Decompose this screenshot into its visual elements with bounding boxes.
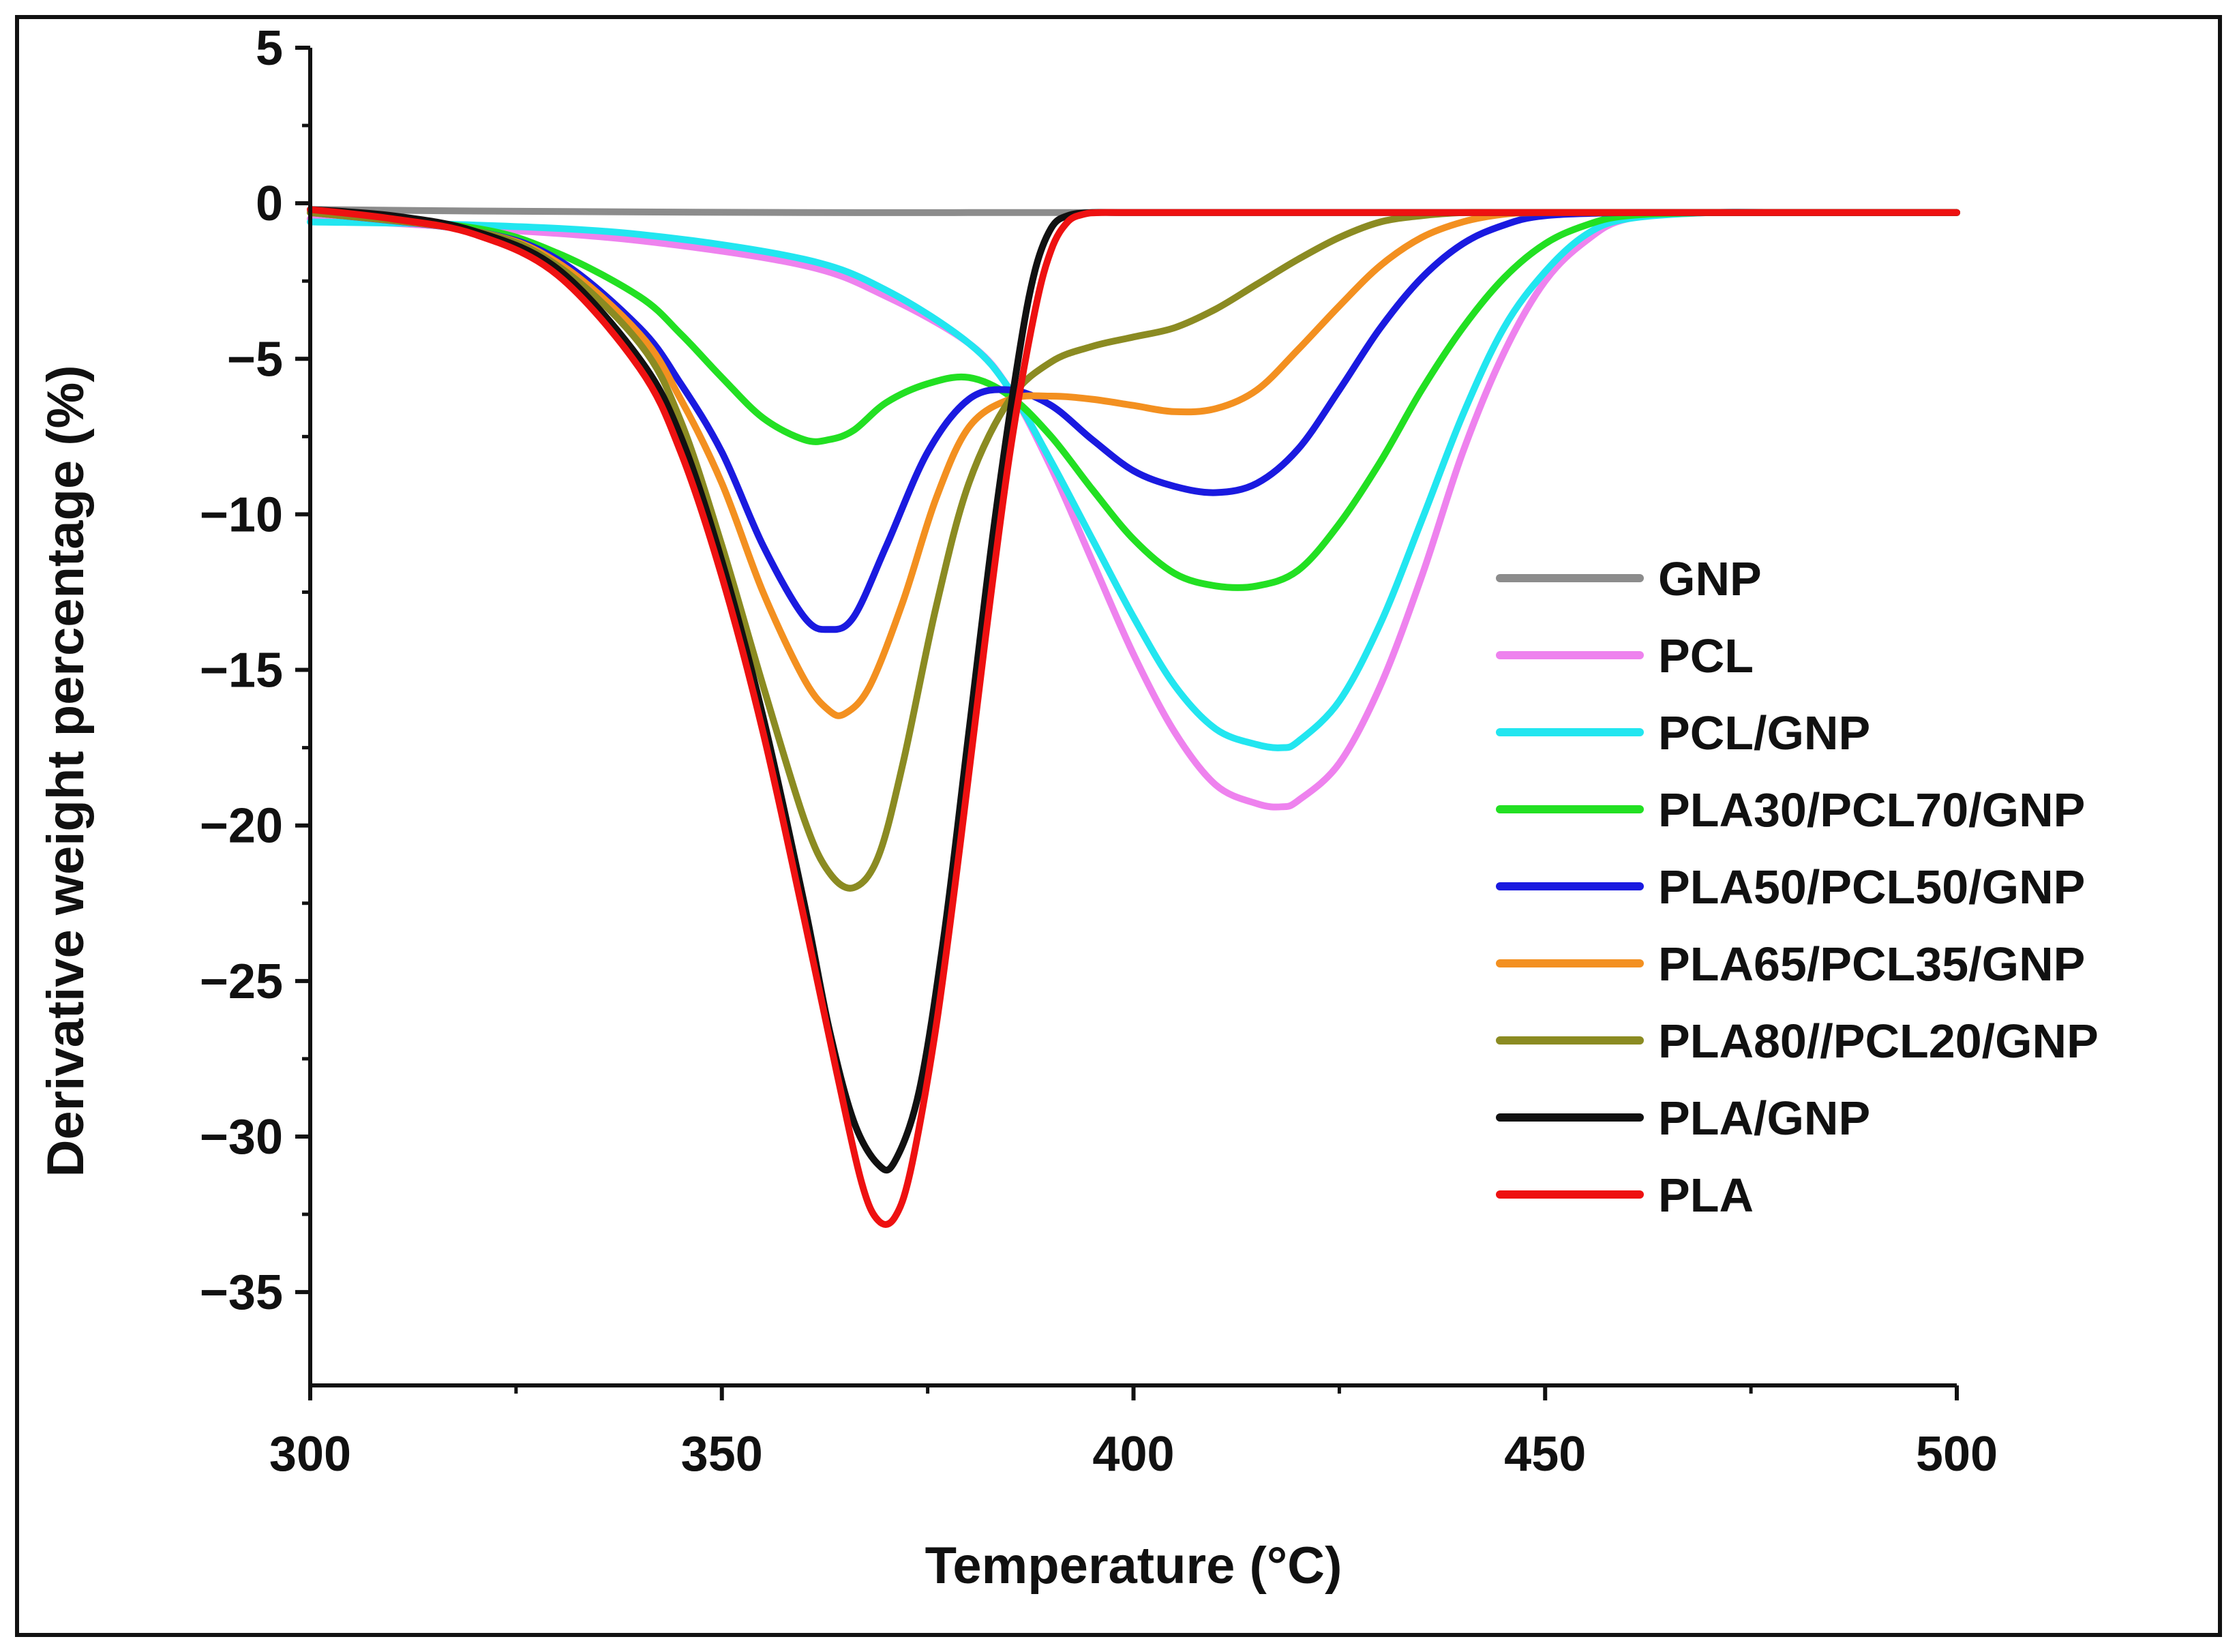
- legend-item-pcl: PCL: [1496, 629, 1754, 682]
- legend-label: PLA65/PCL35/GNP: [1658, 937, 2085, 991]
- y-tick-label: 0: [256, 177, 283, 231]
- legend-label: PCL: [1658, 629, 1754, 682]
- series-line-pla30-pcl70-gnp: [307, 209, 1960, 591]
- legend-item-pla30-pcl70-gnp: PLA30/PCL70/GNP: [1496, 783, 2085, 837]
- legend-item-pla50-pcl50-gnp: PLA50/PCL50/GNP: [1496, 860, 2085, 914]
- y-tick-label: −5: [227, 332, 283, 387]
- legend-label: GNP: [1658, 552, 1762, 605]
- x-tick-label: 400: [1092, 1427, 1174, 1482]
- series-lines: [307, 206, 1960, 1228]
- legend: GNP PCL PCL/GNP PLA30/PCL70/GNP PLA50/PCL50/…: [1496, 552, 2099, 1222]
- legend-item-pla: PLA: [1496, 1169, 1754, 1222]
- legend-item-gnp: GNP: [1496, 552, 1762, 605]
- legend-label: PLA: [1658, 1169, 1754, 1222]
- figure-border: [15, 15, 2222, 1637]
- legend-item-pla-gnp: PLA/GNP: [1496, 1092, 1870, 1145]
- x-tick-label: 300: [269, 1427, 351, 1482]
- series-line-pla: [307, 206, 1960, 1228]
- x-axis-title: Temperature (°C): [925, 1537, 1342, 1595]
- legend-label: PLA80//PCL20/GNP: [1658, 1015, 2099, 1068]
- y-axis-title: Derivative weight percentage (%): [37, 365, 95, 1177]
- legend-label: PLA50/PCL50/GNP: [1658, 860, 2085, 914]
- y-tick-label: −25: [200, 955, 283, 1009]
- y-tick-label: −20: [200, 799, 283, 854]
- legend-label: PLA30/PCL70/GNP: [1658, 783, 2085, 837]
- y-tick-label: −30: [200, 1110, 283, 1165]
- y-tick-label: 5: [256, 21, 283, 76]
- legend-label: PLA/GNP: [1658, 1092, 1870, 1145]
- legend-item-pla65-pcl35-gnp: PLA65/PCL35/GNP: [1496, 937, 2085, 991]
- legend-item-pcl-gnp: PCL/GNP: [1496, 706, 1870, 760]
- x-tick-label: 500: [1916, 1427, 1998, 1482]
- x-tick-label: 350: [681, 1427, 763, 1482]
- x-tick-label: 450: [1504, 1427, 1586, 1482]
- series-line-pcl-gnp: [307, 209, 1960, 751]
- y-tick-label: −15: [200, 644, 283, 698]
- y-tick-label: −35: [200, 1265, 283, 1320]
- legend-item-pla80-pcl20-gnp: PLA80//PCL20/GNP: [1496, 1015, 2099, 1068]
- legend-label: PCL/GNP: [1658, 706, 1870, 760]
- y-tick-label: −10: [200, 487, 283, 542]
- series-line-pcl: [307, 209, 1960, 811]
